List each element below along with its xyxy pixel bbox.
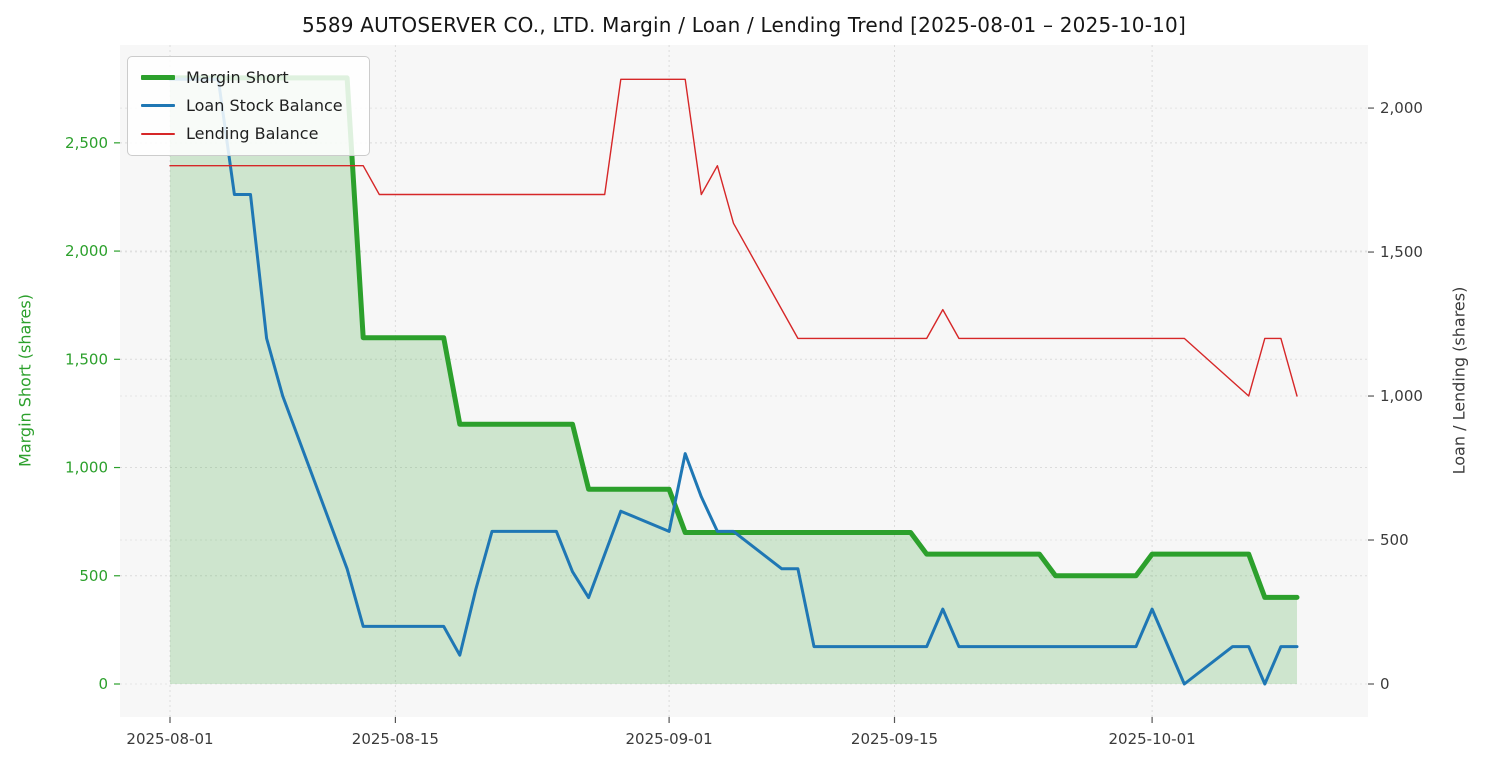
series-lending-balance: [169, 78, 1298, 397]
legend-swatch-loan-stock-balance: [141, 104, 175, 108]
left-tick-label: 1,500: [65, 350, 108, 368]
right-tick-label: 0: [1380, 675, 1390, 693]
left-tick-label: 2,000: [65, 242, 108, 260]
legend-label: Margin Short: [186, 68, 289, 87]
right-tick-label: 1,500: [1380, 243, 1423, 261]
x-tick-label: 2025-09-01: [626, 730, 713, 748]
area-fill: [170, 77, 1297, 684]
left-tick-label: 1,000: [65, 459, 108, 477]
x-tick-label: 2025-09-15: [851, 730, 938, 748]
line-lending-balance: [169, 78, 1298, 397]
series-loan-stock-balance: [168, 77, 1299, 686]
left-tick-label: 500: [79, 567, 108, 585]
x-tick-label: 2025-08-15: [352, 730, 439, 748]
line-loan-stock-balance: [168, 77, 1299, 686]
right-tick-label: 1,000: [1380, 387, 1423, 405]
x-tick-label: 2025-08-01: [126, 730, 213, 748]
plot-area: [120, 45, 1368, 717]
right-tick-label: 500: [1380, 531, 1409, 549]
right-axis-label: Loan / Lending (shares): [1449, 286, 1469, 475]
legend-item-margin-short: Margin Short: [141, 68, 343, 87]
axis-labels: 0 500 1,000 1,500 2,000 2,500 0 500 1,000 1,500 2,…: [65, 99, 1423, 748]
x-tick-label: 2025-10-01: [1109, 730, 1196, 748]
legend: Margin Short Loan Stock Balance Lending …: [127, 56, 370, 156]
legend-swatch-margin-short: [141, 75, 175, 81]
legend-swatch-lending-balance: [141, 132, 175, 135]
right-tick-label: 2,000: [1380, 99, 1423, 117]
gridlines: [120, 45, 1368, 717]
chart-title: 5589 AUTOSERVER CO., LTD. Margin / Loan …: [302, 13, 1186, 37]
legend-label: Lending Balance: [186, 124, 319, 144]
left-axis-label: Margin Short (shares): [15, 294, 35, 467]
legend-label: Loan Stock Balance: [186, 96, 343, 116]
legend-item-loan-stock-balance: Loan Stock Balance: [141, 96, 343, 115]
legend-item-lending-balance: Lending Balance: [141, 124, 343, 143]
left-tick-label: 2,500: [65, 134, 108, 152]
left-tick-label: 0: [98, 675, 108, 693]
